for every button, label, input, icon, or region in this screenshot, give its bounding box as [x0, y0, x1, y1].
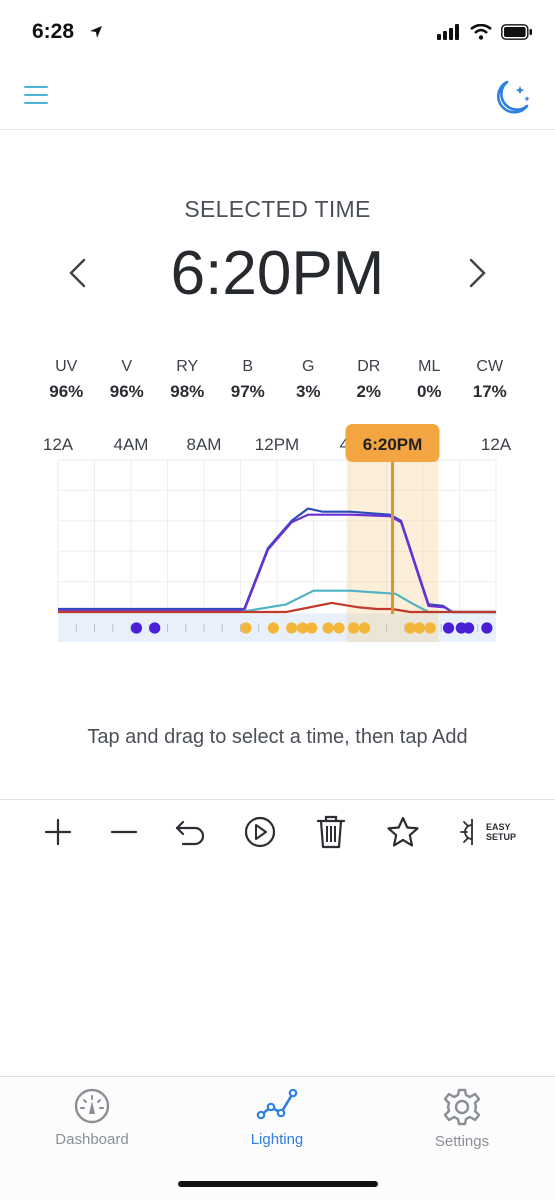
event-dot — [322, 622, 334, 634]
channel-uv: UV 96% — [49, 358, 84, 401]
home-indicator — [178, 1181, 378, 1187]
status-bar: 6:28 — [0, 0, 555, 66]
cellular-signal-icon — [437, 24, 461, 45]
easy-setup-button[interactable]: EASY SETUP — [456, 814, 520, 850]
chart-line-icon — [256, 1088, 298, 1120]
menu-icon[interactable] — [24, 86, 48, 108]
event-dot — [463, 622, 475, 634]
undo-button[interactable] — [172, 814, 208, 850]
series-line — [58, 513, 496, 614]
action-toolbar: EASY SETUP — [0, 799, 555, 865]
add-button[interactable] — [40, 814, 76, 850]
x-tick-label: 4AM — [114, 435, 149, 454]
selected-time-label: SELECTED TIME — [184, 196, 371, 222]
moon-stars-icon[interactable] — [489, 78, 533, 118]
remove-button[interactable] — [106, 814, 142, 850]
favorite-button[interactable] — [385, 814, 421, 850]
x-tick-label: 12A — [481, 435, 512, 454]
delete-button[interactable] — [313, 814, 349, 850]
event-dot — [481, 622, 493, 634]
selected-time-badge — [345, 424, 440, 462]
battery-icon — [501, 24, 533, 45]
plus-icon — [44, 818, 72, 846]
hint-text: Tap and drag to select a time, then tap … — [87, 726, 468, 748]
channel-v: V 96% — [109, 358, 144, 401]
channel-dr: DR 2% — [356, 358, 382, 401]
event-dot — [267, 622, 279, 634]
status-time: 6:28 — [32, 20, 75, 43]
channel-cw: CW 17% — [472, 358, 507, 401]
event-dot — [149, 622, 161, 634]
tab-bar: Dashboard Lighting Settings — [0, 1076, 555, 1200]
tab-settings[interactable]: Settings — [392, 1087, 532, 1150]
previous-time-button[interactable] — [64, 256, 90, 290]
play-button[interactable] — [242, 814, 278, 850]
channel-ry: RY 98% — [170, 358, 205, 401]
channel-ml: ML 0% — [416, 358, 442, 401]
tab-lighting[interactable]: Lighting — [207, 1087, 347, 1148]
minus-icon — [110, 830, 138, 834]
tab-lighting-label: Lighting — [250, 1131, 304, 1148]
event-dot — [404, 622, 416, 634]
tab-dashboard[interactable]: Dashboard — [22, 1087, 162, 1148]
wifi-icon — [470, 23, 492, 45]
easy-setup-label-1: EASY — [485, 822, 511, 832]
location-arrow-icon — [88, 24, 104, 45]
selected-time-value: 6:20PM — [170, 239, 385, 308]
channel-b: B 97% — [230, 358, 265, 401]
gauge-icon — [74, 1088, 110, 1124]
lighting-schedule-chart[interactable]: 12A 4AM 8AM 12PM 4P 12A 6:20PM — [0, 420, 555, 650]
easy-setup-label-2: SETUP — [485, 832, 516, 842]
chart-series — [58, 507, 496, 614]
event-dot — [286, 622, 298, 634]
series-line — [58, 589, 496, 614]
event-dot — [442, 622, 455, 634]
series-line — [58, 601, 496, 614]
gear-icon — [443, 1088, 481, 1126]
x-tick-label: 12PM — [255, 435, 299, 454]
x-tick-label: 12A — [43, 435, 74, 454]
selected-time-badge-label: 6:20PM — [363, 435, 423, 454]
trash-icon — [316, 815, 346, 849]
event-dot — [296, 622, 309, 634]
tab-dashboard-label: Dashboard — [55, 1131, 129, 1148]
chevron-left-icon — [69, 258, 86, 288]
channel-g: G 3% — [295, 358, 321, 401]
chevron-right-icon — [469, 258, 486, 288]
event-dots — [130, 622, 493, 634]
x-axis-labels: 12A 4AM 8AM 12PM 4P 12A — [43, 435, 512, 454]
channel-values: UV 96% V 96% RY 98% B 97% G 3% DR 2% ML 0% CW 17… — [36, 358, 520, 402]
event-dot — [240, 622, 252, 634]
event-dot — [413, 622, 425, 634]
event-dot — [348, 622, 360, 634]
event-dot — [130, 622, 143, 634]
event-dot — [359, 622, 371, 634]
event-dot — [333, 622, 345, 634]
event-dot — [306, 622, 318, 634]
half-sun-icon — [460, 819, 473, 845]
star-icon — [387, 816, 419, 847]
next-time-button[interactable] — [465, 256, 491, 290]
x-tick-label: 8AM — [187, 435, 222, 454]
undo-icon — [175, 820, 205, 846]
app-header — [0, 66, 555, 130]
play-icon — [244, 816, 276, 848]
event-dot — [424, 622, 436, 634]
tab-settings-label: Settings — [434, 1133, 490, 1150]
